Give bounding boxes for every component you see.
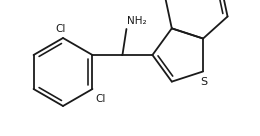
Text: Cl: Cl (56, 24, 66, 34)
Text: NH₂: NH₂ (127, 16, 147, 26)
Text: S: S (200, 78, 208, 87)
Text: Cl: Cl (95, 94, 106, 104)
